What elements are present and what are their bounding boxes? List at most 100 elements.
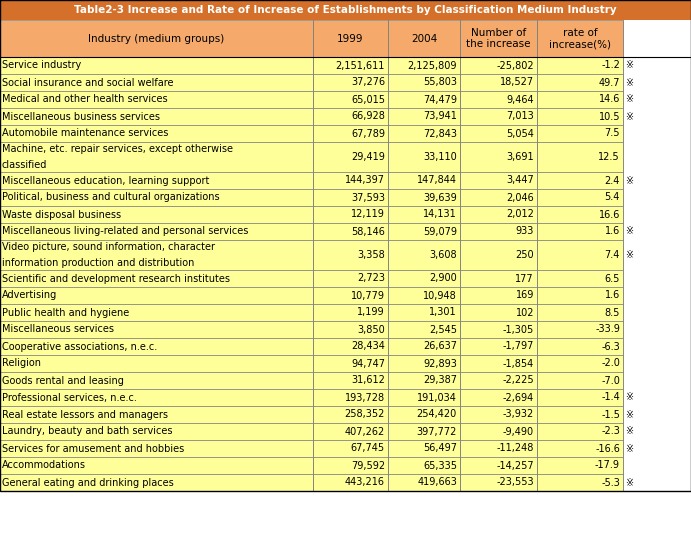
Text: ※: ※ xyxy=(625,410,633,420)
Bar xyxy=(537,406,623,423)
Bar xyxy=(388,91,460,108)
Text: ※: ※ xyxy=(625,95,633,105)
Bar xyxy=(0,91,313,108)
Bar xyxy=(313,389,388,406)
Bar xyxy=(537,474,623,491)
Text: 58,146: 58,146 xyxy=(351,226,385,237)
Text: classified: classified xyxy=(2,160,48,169)
Bar xyxy=(388,372,460,389)
Text: General eating and drinking places: General eating and drinking places xyxy=(2,477,173,488)
Text: 31,612: 31,612 xyxy=(351,375,385,386)
Bar xyxy=(388,57,460,74)
Text: 5.4: 5.4 xyxy=(605,192,620,202)
Bar xyxy=(537,372,623,389)
Bar xyxy=(537,321,623,338)
Text: 29,419: 29,419 xyxy=(351,152,385,162)
Bar xyxy=(388,304,460,321)
Text: 37,593: 37,593 xyxy=(351,192,385,202)
Text: Medical and other health services: Medical and other health services xyxy=(2,95,168,105)
Bar xyxy=(388,270,460,287)
Bar xyxy=(460,372,537,389)
Bar xyxy=(537,108,623,125)
Bar xyxy=(0,304,313,321)
Text: information production and distribution: information production and distribution xyxy=(2,257,194,268)
Text: 407,262: 407,262 xyxy=(345,427,385,436)
Bar xyxy=(388,108,460,125)
Text: 397,772: 397,772 xyxy=(417,427,457,436)
Text: 65,335: 65,335 xyxy=(423,460,457,470)
Text: 37,276: 37,276 xyxy=(351,77,385,88)
Text: ※: ※ xyxy=(625,176,633,185)
Bar xyxy=(388,423,460,440)
Text: Laundry, beauty and bath services: Laundry, beauty and bath services xyxy=(2,427,173,436)
Text: 94,747: 94,747 xyxy=(351,358,385,368)
Bar xyxy=(537,125,623,142)
Bar xyxy=(537,74,623,91)
Bar xyxy=(388,474,460,491)
Text: 169: 169 xyxy=(515,290,534,301)
Bar xyxy=(537,206,623,223)
Text: 2,545: 2,545 xyxy=(429,325,457,334)
Bar xyxy=(388,321,460,338)
Bar xyxy=(460,304,537,321)
Bar xyxy=(388,223,460,240)
Text: Professional services, n.e.c.: Professional services, n.e.c. xyxy=(2,392,137,403)
Bar xyxy=(537,270,623,287)
Text: -2.0: -2.0 xyxy=(601,358,620,368)
Text: 92,893: 92,893 xyxy=(423,358,457,368)
Bar xyxy=(0,74,313,91)
Bar xyxy=(313,457,388,474)
Text: 10.5: 10.5 xyxy=(598,112,620,122)
Bar xyxy=(388,74,460,91)
Text: 12.5: 12.5 xyxy=(598,152,620,162)
Bar xyxy=(460,74,537,91)
Text: ※: ※ xyxy=(625,112,633,122)
Text: 8.5: 8.5 xyxy=(605,308,620,318)
Text: 254,420: 254,420 xyxy=(417,410,457,420)
Bar xyxy=(0,240,313,270)
Text: 55,803: 55,803 xyxy=(423,77,457,88)
Bar xyxy=(0,57,313,74)
Bar xyxy=(537,389,623,406)
Bar xyxy=(313,74,388,91)
Bar xyxy=(0,372,313,389)
Text: 14,131: 14,131 xyxy=(424,209,457,219)
Text: -25,802: -25,802 xyxy=(496,60,534,70)
Bar xyxy=(460,321,537,338)
Bar xyxy=(537,240,623,270)
Text: Religion: Religion xyxy=(2,358,41,368)
Bar xyxy=(460,189,537,206)
Text: ※: ※ xyxy=(625,77,633,88)
Bar xyxy=(0,20,313,57)
Text: 2,723: 2,723 xyxy=(357,273,385,284)
Bar xyxy=(388,287,460,304)
Text: 12,119: 12,119 xyxy=(351,209,385,219)
Bar xyxy=(537,423,623,440)
Text: 2004: 2004 xyxy=(411,34,437,43)
Bar xyxy=(313,270,388,287)
Text: -1.5: -1.5 xyxy=(601,410,620,420)
Text: 26,637: 26,637 xyxy=(423,342,457,351)
Bar xyxy=(537,457,623,474)
Bar xyxy=(0,108,313,125)
Bar xyxy=(388,457,460,474)
Bar xyxy=(537,91,623,108)
Text: 72,843: 72,843 xyxy=(423,129,457,138)
Text: Advertising: Advertising xyxy=(2,290,57,301)
Text: ※: ※ xyxy=(625,427,633,436)
Text: ※: ※ xyxy=(625,60,633,70)
Bar xyxy=(388,240,460,270)
Text: 2,046: 2,046 xyxy=(507,192,534,202)
Bar xyxy=(313,57,388,74)
Text: 443,216: 443,216 xyxy=(345,477,385,488)
Text: 14.6: 14.6 xyxy=(598,95,620,105)
Bar xyxy=(388,189,460,206)
Text: -1.4: -1.4 xyxy=(601,392,620,403)
Text: Public health and hygiene: Public health and hygiene xyxy=(2,308,129,318)
Bar xyxy=(0,125,313,142)
Bar xyxy=(0,270,313,287)
Text: ※: ※ xyxy=(625,477,633,488)
Text: 7,013: 7,013 xyxy=(507,112,534,122)
Text: ※: ※ xyxy=(625,444,633,453)
Bar xyxy=(0,457,313,474)
